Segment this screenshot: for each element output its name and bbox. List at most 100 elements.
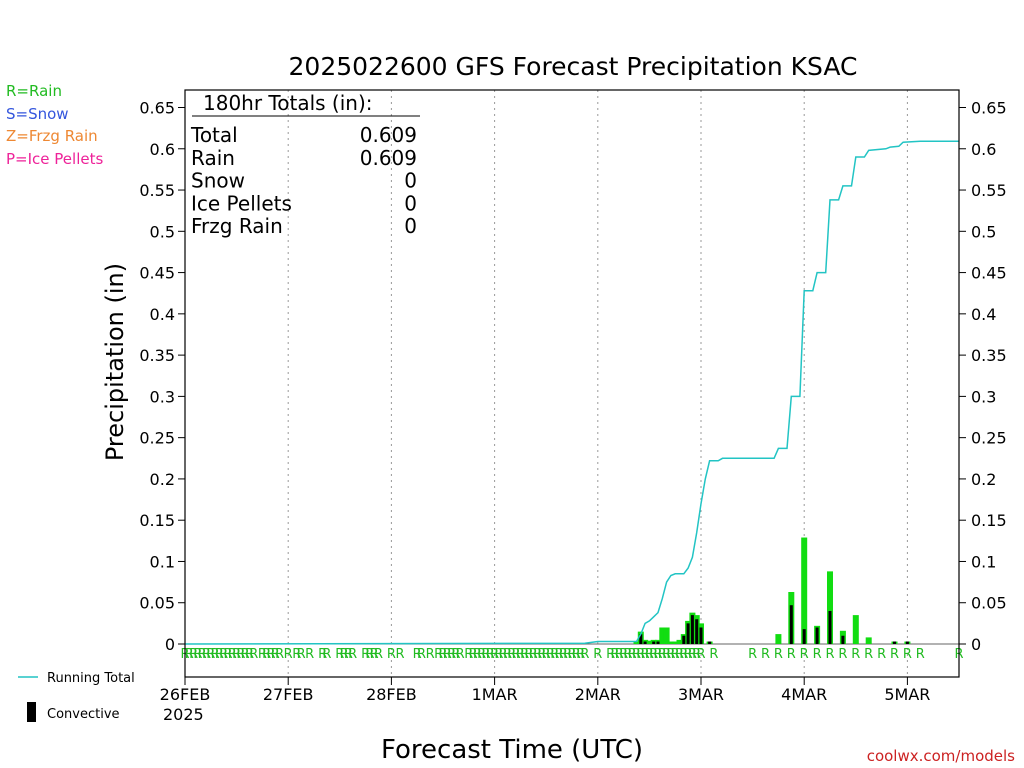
y-tick-label-right: 0.15: [971, 511, 1007, 530]
running-total-line: [184, 140, 959, 645]
ptype-code-r: R: [249, 647, 258, 662]
ptype-code-r: R: [658, 647, 667, 662]
ptype-code-r: R: [206, 647, 215, 662]
ptype-code-r: R: [825, 647, 834, 662]
totals-rows: Total 0.609 Rain 0.609 Snow 0 Ice Pellets 0 Frzg…: [190, 123, 417, 238]
totals-row-label: Frzg Rain: [191, 214, 283, 238]
ptype-code-r: R: [512, 647, 521, 662]
rain-bar: [801, 537, 808, 644]
totals-row-value: 0.609: [360, 146, 417, 170]
ptype-code-r: R: [563, 647, 572, 662]
convective-bar: [682, 635, 686, 644]
y-tick-label-left: 0.5: [150, 222, 175, 241]
ptype-code-r: R: [413, 647, 422, 662]
ptype-code-r: R: [374, 647, 383, 662]
rain-bar: [663, 627, 670, 644]
convective-bar: [708, 641, 712, 644]
totals-row-value: 0: [404, 169, 417, 193]
x-tick-label: 5MAR: [884, 685, 930, 704]
y-tick-label-left: 0.05: [139, 594, 175, 613]
ptype-code-r: R: [451, 647, 460, 662]
ptype-code-r: R: [606, 647, 615, 662]
y-tick-label-right: 0.65: [971, 99, 1007, 118]
convective-legend-label: Convective: [47, 707, 120, 722]
y-tick-label-left: 0.45: [139, 264, 175, 283]
ptype-code-r: R: [473, 647, 482, 662]
ptype-code-r: R: [542, 647, 551, 662]
y-tick-label-right: 0.1: [971, 552, 996, 571]
totals-box: 180hr Totals (in): Total 0.609 Rain 0.609 Sn…: [190, 91, 420, 238]
y-tick-label-left: 0: [165, 635, 175, 654]
credit-text: coolwx.com/models: [867, 747, 1015, 765]
ptype-code-r: R: [537, 647, 546, 662]
ptype-code-r: R: [241, 647, 250, 662]
ptype-code-r: R: [417, 647, 426, 662]
ptype-code-r: R: [546, 647, 555, 662]
ptype-code-r: R: [774, 647, 783, 662]
ptype-code-r: R: [215, 647, 224, 662]
ptype-code-r: R: [232, 647, 241, 662]
convective-bar: [789, 605, 793, 644]
ptype-code-r: R: [361, 647, 370, 662]
y-axis-right: 0 0.05 0.1 0.15 0.2 0.25 0.3 0.35 0.4 0.45 0.5 0.55…: [959, 99, 1007, 654]
rain-bar: [646, 640, 653, 644]
rain-bar: [775, 634, 782, 644]
convective-bar: [695, 619, 699, 644]
ptype-code-r: R: [245, 647, 254, 662]
ptype-code-r: R: [567, 647, 576, 662]
ptype-code-r: R: [572, 647, 581, 662]
ptype-code-r: R: [555, 647, 564, 662]
x-tick-label: 26FEB: [160, 685, 211, 704]
ptype-code-r: R: [671, 647, 680, 662]
ptype-code-r: R: [684, 647, 693, 662]
y-tick-label-right: 0.25: [971, 429, 1007, 448]
convective-bar: [652, 641, 656, 644]
ptype-code-r: R: [636, 647, 645, 662]
ptype-code-r: R: [223, 647, 232, 662]
totals-row-label: Total: [190, 123, 238, 147]
ptype-code-r: R: [297, 647, 306, 662]
ptype-code-r: R: [434, 647, 443, 662]
ptype-code-r: R: [185, 647, 194, 662]
ptype-code-r: R: [761, 647, 770, 662]
totals-row-label: Snow: [191, 169, 245, 193]
y-tick-label-right: 0.5: [971, 222, 996, 241]
ptype-code-r: R: [580, 647, 589, 662]
ptype-code-r: R: [189, 647, 198, 662]
y-tick-label-left: 0.6: [150, 140, 175, 159]
ptype-code-r: R: [236, 647, 245, 662]
ptype-code-r: R: [340, 647, 349, 662]
ptype-code-r: R: [499, 647, 508, 662]
y-tick-label-left: 0.55: [139, 181, 175, 200]
ptype-code-r: R: [370, 647, 379, 662]
ptype-code-r: R: [275, 647, 284, 662]
ptype-code-r: R: [696, 647, 705, 662]
y-tick-label-right: 0.35: [971, 346, 1007, 365]
ptype-code-r: R: [787, 647, 796, 662]
ptype-code-r: R: [800, 647, 809, 662]
ptype-code-r: R: [748, 647, 757, 662]
ptype-code-r: R: [438, 647, 447, 662]
rain-bar: [633, 641, 640, 644]
x-tick-label: 2MAR: [575, 685, 621, 704]
ptype-code-r: R: [395, 647, 404, 662]
ptype-code-r: R: [305, 647, 314, 662]
totals-heading: 180hr Totals (in):: [203, 91, 373, 115]
ptype-code-r: R: [477, 647, 486, 662]
ptype-code-r: R: [486, 647, 495, 662]
y-tick-label-left: 0.2: [150, 470, 175, 489]
ptype-code-r: R: [576, 647, 585, 662]
ptype-code-r: R: [228, 647, 237, 662]
ptype-code-r: R: [447, 647, 456, 662]
ptype-code-r: R: [456, 647, 465, 662]
ptype-code-r: R: [516, 647, 525, 662]
ptype-code-r: R: [198, 647, 207, 662]
ptype-code-r: R: [649, 647, 658, 662]
rain-bar: [852, 615, 859, 644]
rain-bar: [676, 639, 683, 644]
rain-bar: [667, 641, 674, 644]
ptype-code-r: R: [202, 647, 211, 662]
convective-bar: [841, 635, 845, 644]
ptype-code-r: R: [529, 647, 538, 662]
